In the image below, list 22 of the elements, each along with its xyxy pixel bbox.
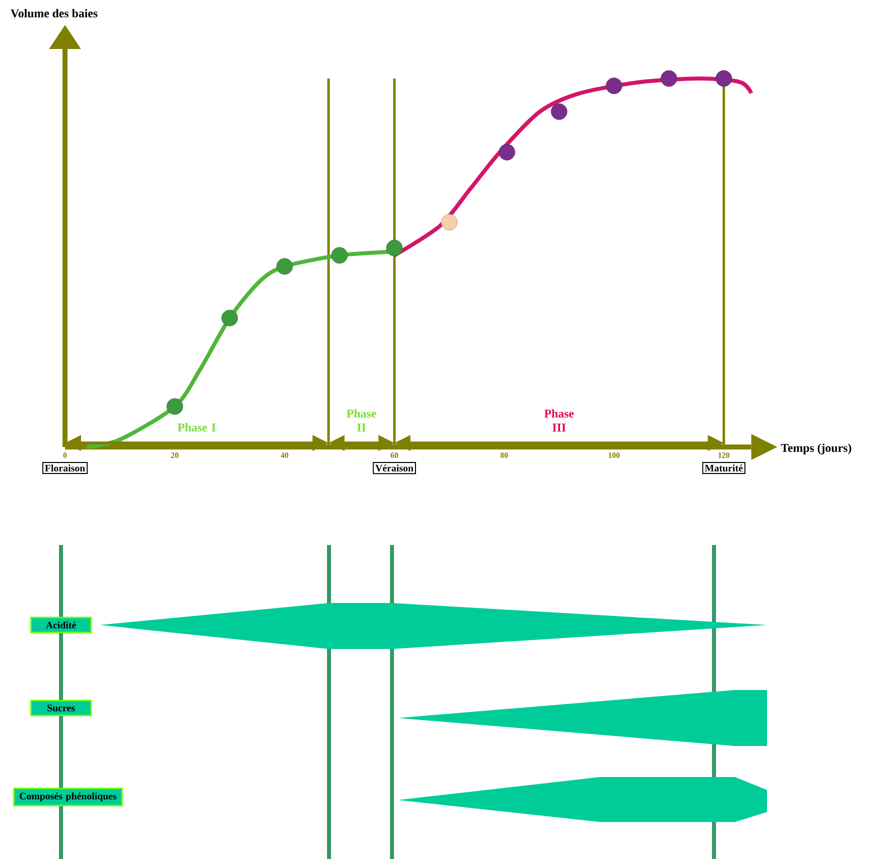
point: [386, 240, 403, 256]
x-axis-title: Temps (jours): [780, 444, 852, 454]
point: [276, 258, 293, 275]
y-axis-title: Volume des baies: [10, 8, 98, 18]
annotation: Phase III: [544, 409, 574, 432]
point: [166, 398, 183, 415]
point: [331, 247, 348, 264]
point: [441, 214, 458, 230]
point: [606, 78, 622, 94]
annotation: Phase I: [178, 423, 216, 432]
ref-line-label: Maturité: [704, 464, 743, 472]
ref-line-label: Véraison: [375, 464, 414, 472]
point: [716, 70, 732, 87]
text: Sucres: [48, 704, 75, 712]
annotation: Phase II: [346, 409, 376, 432]
text: Acidité: [46, 621, 76, 629]
point: [550, 103, 568, 120]
text: Composés phénoliques: [20, 792, 116, 802]
point: [222, 310, 238, 326]
ref-line-label: Floraison: [44, 464, 86, 472]
point: [660, 70, 678, 87]
point: [498, 144, 516, 160]
